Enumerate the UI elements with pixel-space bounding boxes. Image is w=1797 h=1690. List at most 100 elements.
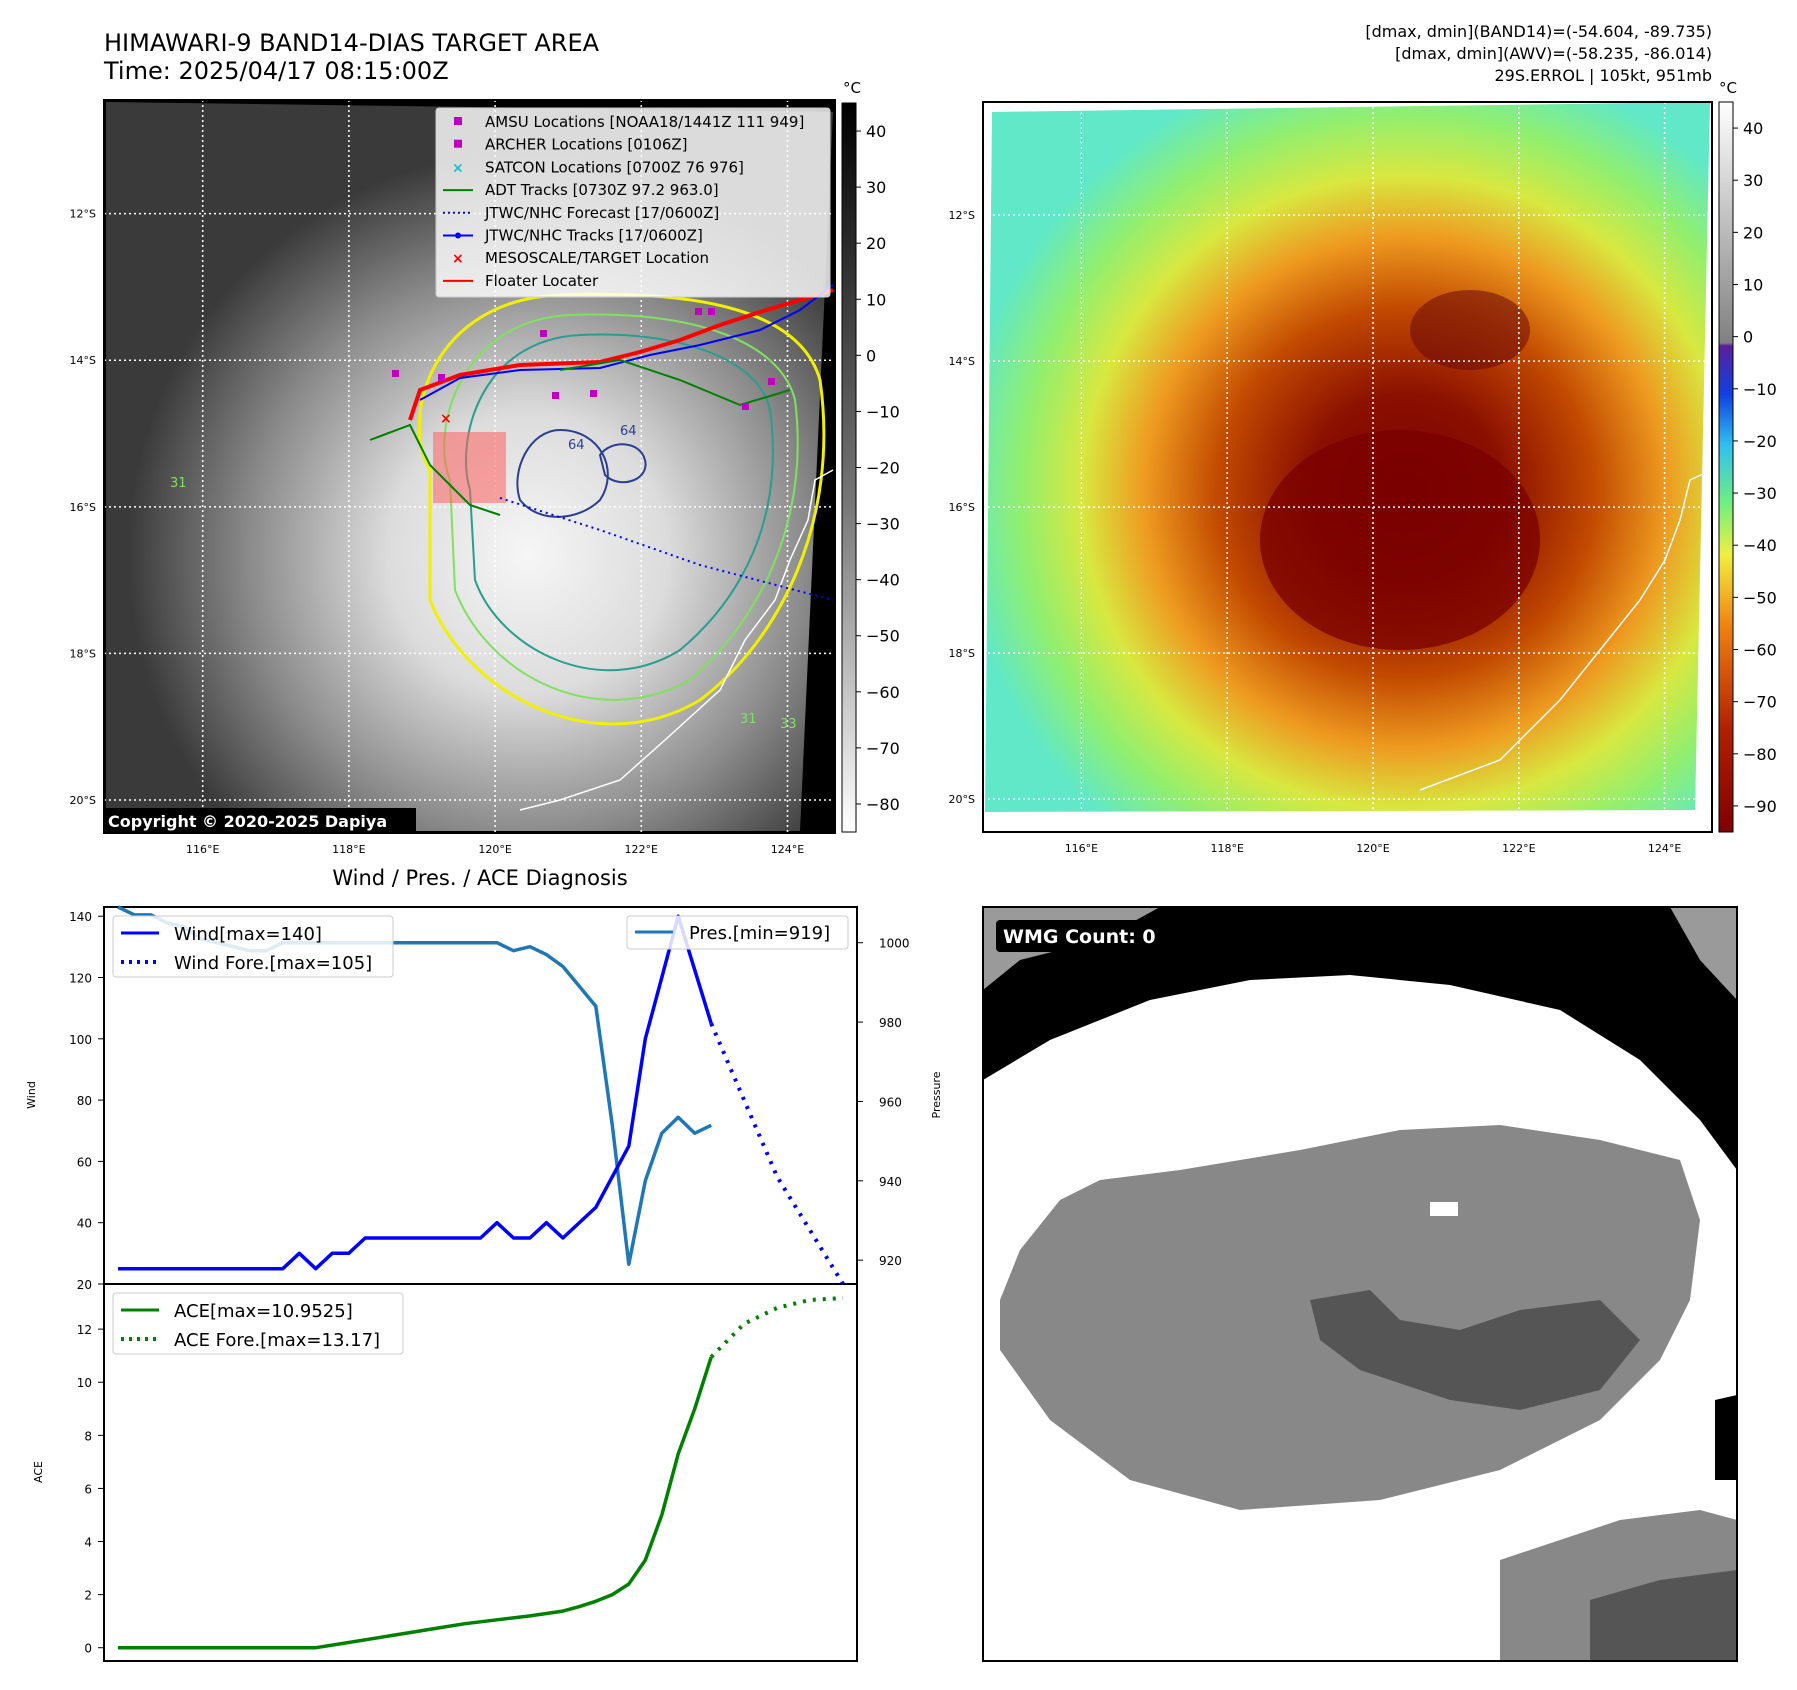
legend-marker	[454, 117, 462, 125]
pressure-legend-label: Pres.[min=919]	[689, 923, 830, 944]
pressure-axis-tick-label: 960	[879, 1095, 902, 1109]
wind-legend-label: Wind[max=140]	[174, 924, 322, 945]
ace-axis-tick-label: 4	[84, 1536, 92, 1550]
colorbar-right-tick-label: −60	[1743, 641, 1777, 660]
legend-marker	[455, 232, 461, 239]
ace-series-line	[118, 1356, 713, 1650]
amsu-marker	[438, 374, 445, 381]
colorbar-right-bar	[1718, 101, 1734, 833]
map-right-core	[1260, 430, 1540, 650]
contour-label: 31	[170, 476, 187, 491]
colorbar-right-tick-label: 0	[1743, 328, 1753, 347]
colorbar-right-tick-label: 40	[1743, 119, 1763, 138]
legend-marker	[454, 139, 462, 148]
pressure-legend-box	[626, 915, 849, 950]
colorbar-right-tick-label: −40	[1743, 536, 1777, 555]
colorbar-left-tick-label: −10	[866, 402, 900, 421]
wind-axis-label: Wind	[25, 1081, 38, 1109]
colorbar-right-tick-label: −30	[1743, 484, 1777, 503]
wind-axis-tick-label: 140	[69, 910, 92, 924]
wmg-gray-corner-right	[1550, 907, 1737, 1000]
title-line2: Time: 2025/04/17 08:15:00Z	[103, 57, 449, 85]
map-right-lon-tick: 118°E	[1210, 842, 1243, 855]
map-left-lon-tick: 122°E	[625, 843, 658, 856]
colorbar-left: °C 40 30 20 10 0 −10 −20 −30 −40 −50 −60 −70 −80	[841, 79, 900, 833]
contour-yellow	[417, 292, 826, 726]
amsu-marker	[695, 308, 702, 315]
legend-marker: ×	[452, 251, 464, 267]
map-right-lon-tick: 122°E	[1502, 842, 1535, 855]
colorbar-right-unit: °C	[1719, 79, 1737, 97]
wmg-label-bg	[996, 920, 1171, 952]
amsu-marker	[590, 390, 597, 397]
stats-line1: [dmax, dmin](BAND14)=(-54.604, -89.735)	[1365, 22, 1712, 41]
colorbar-right-tick-label: −80	[1743, 745, 1777, 764]
map-left: × 64 64 31 31 33 AMSU Locations [NOAA18/…	[103, 99, 836, 834]
colorbar-left-tick-label: 0	[866, 346, 876, 365]
map-left-coastline	[519, 469, 834, 811]
pressure-legend: Pres.[min=919]	[626, 915, 849, 950]
map-left-lat-tick: 12°S	[70, 208, 96, 221]
map-right-lat-tick: 18°S	[949, 647, 975, 660]
pressure-axis-tick-label: 1000	[879, 937, 910, 951]
legend-label: JTWC/NHC Forecast [17/0600Z]	[484, 204, 719, 222]
wind-axis-tick-label: 120	[69, 971, 92, 985]
track-adt-2	[559, 358, 791, 407]
map-right-lon-tick: 124°E	[1648, 842, 1681, 855]
wmg-dark-blob	[1310, 1290, 1640, 1410]
ace-legend-label: ACE[max=10.9525]	[174, 1301, 353, 1322]
title-line1: HIMAWARI-9 BAND14-DIAS TARGET AREA	[104, 29, 600, 57]
colorbar-left-tick-label: 30	[866, 178, 886, 197]
wind-forecast-series-line	[709, 1022, 845, 1286]
map-right-cell	[1410, 290, 1530, 370]
colorbar-right-tick-label: −70	[1743, 693, 1777, 712]
colorbar-right-tick-label: −90	[1743, 797, 1777, 816]
map-right-lat-tick: 20°S	[949, 793, 975, 806]
wmg-label: WMG Count: 0	[1003, 926, 1156, 948]
amsu-markers	[392, 308, 775, 410]
pressure-axis-tick-label: 980	[879, 1016, 902, 1030]
contour-navy	[516, 428, 609, 518]
pressure-axis-label: Pressure	[930, 1071, 943, 1118]
legend-label: ADT Tracks [0730Z 97.2 963.0]	[485, 181, 719, 199]
colorbar-left-unit: °C	[843, 79, 861, 97]
map-left-lat-tick: 20°S	[70, 794, 96, 807]
amsu-marker	[768, 378, 775, 385]
legend-marker: ×	[452, 160, 464, 176]
legend-box	[435, 107, 831, 298]
colorbar-left-tick-label: −80	[866, 795, 900, 814]
amsu-marker	[552, 392, 559, 399]
legend-label: MESOSCALE/TARGET Location	[485, 249, 709, 267]
ace-axis-tick-label: 2	[84, 1589, 92, 1603]
colorbar-left-tick-label: 20	[866, 234, 886, 253]
target-box	[433, 432, 506, 503]
copyright-bg	[104, 808, 416, 834]
wind-legend-box	[112, 915, 394, 978]
ace-fore-legend-label: ACE Fore.[max=13.17]	[174, 1330, 380, 1351]
wind-pressure-chart: Wind Pressure 140 120 100 80 60 40 20 1000 980 9…	[25, 905, 943, 1292]
colorbar-left-tick-label: 40	[866, 122, 886, 141]
amsu-marker	[392, 370, 399, 377]
colorbar-left-tick-label: −40	[866, 571, 900, 590]
colorbar-right-tick-label: −20	[1743, 432, 1777, 451]
map-left-legend: AMSU Locations [NOAA18/1441Z 111 949] ARC…	[435, 107, 831, 298]
map-right-lat-tick: 14°S	[949, 355, 975, 368]
wind-axis-tick-label: 20	[77, 1278, 92, 1292]
target-marker: ×	[440, 411, 452, 427]
stats-line2: [dmax, dmin](AWV)=(-58.235, -86.014)	[1395, 44, 1712, 63]
contour-label: 33	[780, 717, 797, 732]
map-right-coastline	[1419, 469, 1713, 791]
colorbar-right-tick-label: 10	[1743, 276, 1763, 295]
wind-axis-tick-label: 40	[77, 1217, 92, 1231]
colorbar-right: °C 40 30 20 10 0 −10 −20 −30 −40 −50 −60 −70 −80 −90	[1718, 79, 1777, 833]
wmg-dark-bottom	[1590, 1570, 1737, 1661]
map-left-lon-tick: 118°E	[332, 843, 365, 856]
track-adt	[369, 423, 501, 516]
wind-axis-tick-label: 100	[69, 1033, 92, 1047]
wmg-black-band	[983, 907, 1737, 1170]
map-right-border	[982, 101, 1713, 833]
stats-line3: 29S.ERROL | 105kt, 951mb	[1494, 66, 1712, 85]
map-left-lat-tick: 14°S	[70, 354, 96, 367]
map-left-lon-tick: 124°E	[771, 843, 804, 856]
